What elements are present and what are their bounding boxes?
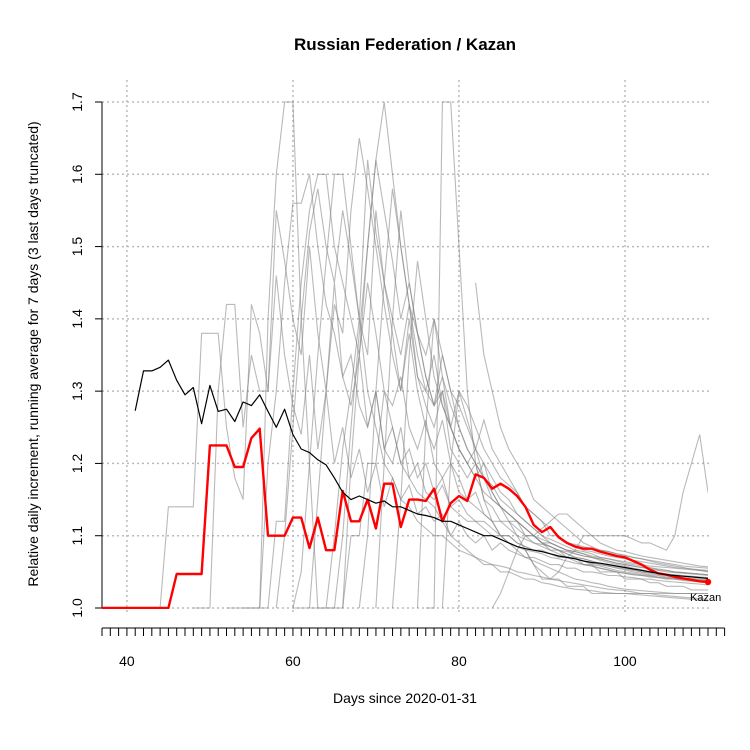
y-axis-label: Relative daily increment, running averag… (25, 121, 41, 586)
series-end-point (704, 578, 712, 586)
x-tick-label: 100 (613, 653, 637, 669)
region-line (159, 275, 708, 609)
series-label: Kazan (690, 592, 721, 604)
x-tick-label: 40 (119, 653, 135, 669)
region-line (441, 389, 708, 609)
region-line (533, 535, 708, 591)
series-lines: Kazan (102, 359, 721, 609)
region-line (491, 513, 708, 609)
y-tick-label: 1.6 (69, 164, 85, 184)
region-line (425, 101, 708, 609)
region-line (326, 101, 708, 609)
y-tick-label: 1.3 (69, 381, 85, 401)
series-line-reference (134, 359, 708, 579)
other-regions (159, 101, 708, 609)
y-tick-label: 1.0 (69, 598, 85, 618)
chart-title: Russian Federation / Kazan (294, 35, 516, 54)
x-axis-label: Days since 2020-01-31 (333, 690, 477, 706)
region-line (226, 174, 708, 609)
y-tick-label: 1.1 (69, 526, 85, 546)
region-line (391, 260, 708, 609)
axes: 1.0 1.1 1.2 1.3 1.4 1.5 1.6 1.7 40 60 80 100 (69, 92, 726, 669)
y-tick-label: 1.5 (69, 237, 85, 257)
region-line (275, 159, 708, 609)
region-line (292, 173, 708, 609)
x-tick-label: 60 (285, 653, 301, 669)
series-line-highlight (102, 427, 708, 609)
y-tick-label: 1.4 (69, 309, 85, 329)
y-tick-label: 1.2 (69, 453, 85, 473)
region-line (475, 282, 708, 573)
y-tick-label: 1.7 (69, 92, 85, 112)
region-line (375, 210, 708, 609)
region-line (308, 138, 708, 609)
x-tick-label: 80 (451, 653, 467, 669)
